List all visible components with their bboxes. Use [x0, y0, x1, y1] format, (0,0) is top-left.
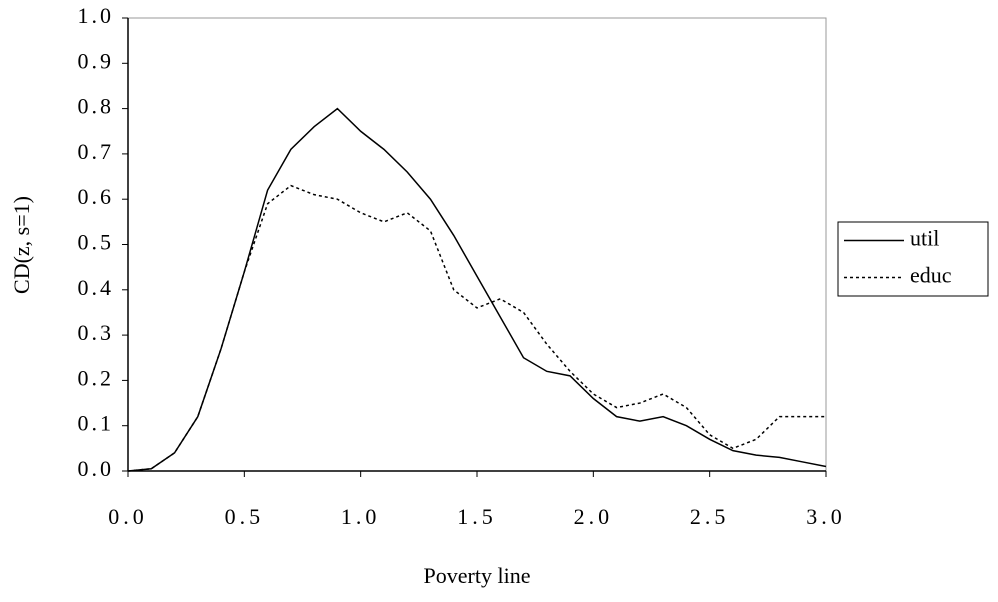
y-tick-label: 0.5 — [78, 230, 115, 255]
x-tick-label: 0.5 — [225, 504, 265, 529]
y-tick-label: 0.8 — [78, 94, 115, 119]
y-tick-label: 0.4 — [78, 275, 115, 300]
y-tick-label: 0.3 — [78, 320, 115, 345]
y-tick-label: 0.1 — [78, 411, 115, 436]
legend-box — [837, 221, 989, 297]
series-line — [127, 184, 826, 472]
x-tick-label: 1.5 — [457, 504, 497, 529]
x-tick-label: 1.0 — [341, 504, 381, 529]
plot-area — [127, 17, 827, 472]
y-tick-label: 0.0 — [78, 456, 115, 481]
legend-label: util — [910, 226, 939, 251]
x-axis-label: Poverty line — [424, 563, 531, 588]
legend-label: educ — [910, 263, 952, 288]
y-tick-label: 0.2 — [78, 365, 115, 390]
x-tick-label: 2.0 — [574, 504, 614, 529]
y-tick-label: 0.6 — [78, 184, 115, 209]
y-tick-label: 0.7 — [78, 139, 115, 164]
x-tick-label: 2.5 — [690, 504, 730, 529]
y-tick-label: 0.9 — [78, 48, 115, 73]
x-tick-label: 0.0 — [108, 504, 148, 529]
y-axis-label: CD(z, s=1) — [9, 196, 34, 294]
x-tick-label: 3.0 — [806, 504, 846, 529]
series-line — [127, 107, 827, 472]
y-tick-label: 1.0 — [78, 3, 115, 28]
